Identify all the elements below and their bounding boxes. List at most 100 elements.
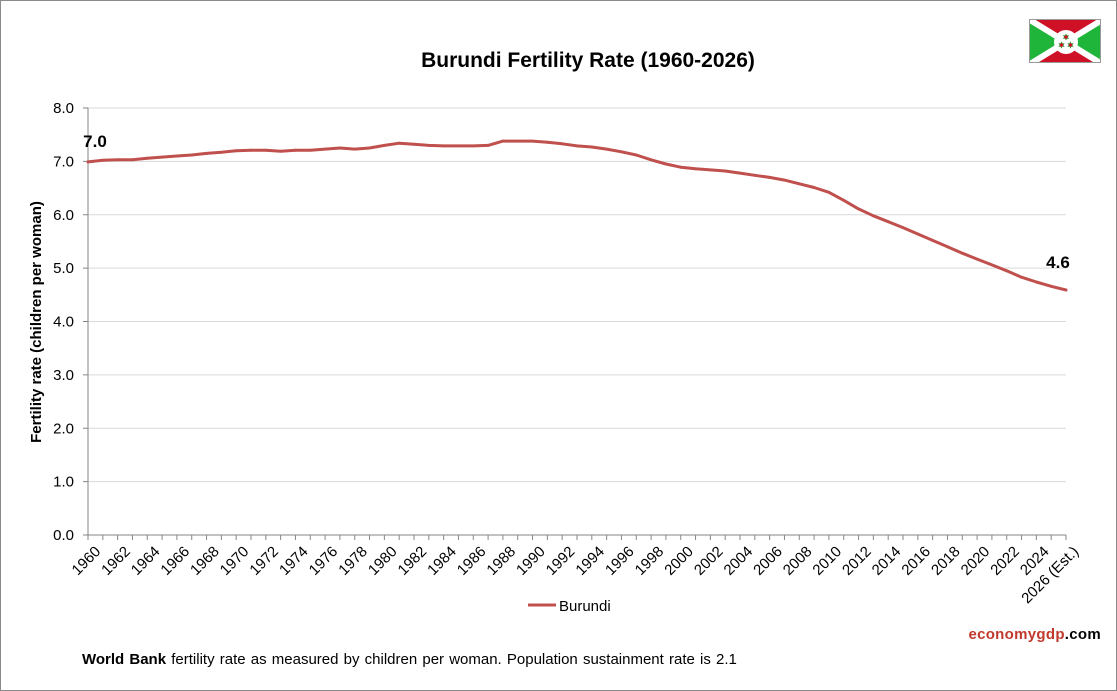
brand-watermark: economygdp.com bbox=[968, 626, 1101, 643]
data-point bbox=[383, 144, 386, 147]
data-point bbox=[205, 152, 208, 155]
data-point bbox=[634, 153, 638, 157]
data-point bbox=[86, 160, 90, 164]
annotations: 7.0 4.6 bbox=[83, 132, 1070, 272]
y-tick-label: 1.0 bbox=[53, 474, 74, 491]
x-tick-label: 2012 bbox=[839, 543, 875, 579]
brand-part-com: .com bbox=[1064, 626, 1101, 643]
data-point bbox=[620, 150, 623, 154]
series-layer bbox=[86, 139, 1068, 292]
data-point bbox=[590, 145, 594, 149]
data-point bbox=[249, 148, 253, 152]
data-point bbox=[412, 142, 416, 146]
data-point bbox=[560, 142, 564, 146]
data-point bbox=[471, 144, 475, 148]
data-point bbox=[338, 146, 342, 150]
data-point bbox=[294, 148, 297, 152]
footnote-text: fertility rate as measured by children p… bbox=[166, 651, 737, 668]
x-tick-label: 2018 bbox=[928, 543, 964, 579]
flag-star bbox=[1058, 41, 1065, 49]
data-point bbox=[397, 141, 401, 145]
data-point bbox=[546, 140, 549, 144]
y-tick-label: 7.0 bbox=[53, 153, 74, 170]
x-tick-label: 1974 bbox=[276, 543, 312, 579]
data-point bbox=[427, 144, 431, 147]
data-point bbox=[131, 158, 134, 162]
data-point bbox=[264, 148, 268, 152]
data-point bbox=[220, 150, 223, 154]
source-footnote: World Bank fertility rate as measured by… bbox=[82, 651, 737, 668]
x-tick-label: 1960 bbox=[69, 543, 105, 579]
data-point bbox=[353, 147, 357, 151]
y-tick-label: 3.0 bbox=[53, 367, 74, 384]
x-tick-label: 2002 bbox=[691, 543, 727, 579]
data-point bbox=[1005, 269, 1009, 273]
data-point bbox=[990, 263, 994, 267]
gridlines bbox=[88, 107, 1066, 483]
x-tick-label: 1994 bbox=[572, 543, 608, 579]
data-point bbox=[160, 155, 164, 159]
y-tick-label: 5.0 bbox=[53, 260, 74, 277]
x-tick-label: 2014 bbox=[869, 543, 905, 579]
data-point bbox=[323, 147, 327, 151]
y-tick-label: 2.0 bbox=[53, 420, 74, 437]
footnote-source: World Bank bbox=[82, 651, 167, 668]
data-point bbox=[946, 245, 949, 249]
data-point bbox=[442, 144, 445, 148]
flag-star bbox=[1067, 41, 1074, 49]
data-point bbox=[709, 168, 712, 172]
data-point bbox=[1064, 288, 1068, 292]
data-point bbox=[931, 239, 934, 242]
data-point bbox=[797, 182, 801, 186]
data-point bbox=[872, 214, 875, 218]
x-tick-label: 1980 bbox=[365, 543, 401, 579]
data-point bbox=[501, 139, 505, 143]
x-tick-label: 1962 bbox=[98, 543, 134, 579]
data-point bbox=[279, 149, 282, 153]
data-point bbox=[368, 146, 371, 150]
data-point bbox=[1020, 275, 1023, 279]
data-point bbox=[116, 158, 119, 162]
legend: Burundi bbox=[528, 598, 611, 615]
flag-star bbox=[1062, 33, 1070, 41]
data-point bbox=[234, 149, 238, 153]
data-point bbox=[886, 220, 890, 224]
x-tick-label: 2020 bbox=[958, 543, 994, 579]
y-axis-title: Fertility rate (children per woman) bbox=[28, 201, 45, 443]
end-value-label: 4.6 bbox=[1046, 253, 1070, 272]
data-point bbox=[605, 147, 608, 151]
x-tick-label: 2006 bbox=[750, 543, 786, 579]
data-point bbox=[516, 139, 520, 143]
x-tick-label: 1970 bbox=[217, 543, 253, 579]
data-point bbox=[901, 226, 905, 230]
x-tick-label: 2016 bbox=[898, 543, 934, 579]
x-tick-label: 2022 bbox=[987, 543, 1023, 579]
data-point bbox=[308, 148, 312, 152]
data-point bbox=[190, 153, 194, 157]
data-point bbox=[1035, 280, 1038, 284]
axes bbox=[83, 107, 1067, 540]
x-tick-label: 1996 bbox=[602, 543, 638, 579]
data-point bbox=[827, 190, 831, 194]
x-tick-label: 1984 bbox=[424, 543, 460, 579]
data-point bbox=[975, 257, 979, 261]
data-point bbox=[753, 173, 757, 177]
y-tick-label: 4.0 bbox=[53, 314, 74, 331]
data-point bbox=[457, 144, 460, 148]
x-tick-label: 2010 bbox=[809, 543, 845, 579]
burundi-flag-icon bbox=[1029, 19, 1101, 63]
x-tick-label: 1968 bbox=[187, 543, 223, 579]
data-point bbox=[694, 167, 697, 171]
x-tick-label: 2004 bbox=[721, 543, 757, 579]
data-point bbox=[575, 144, 579, 148]
data-point bbox=[664, 162, 668, 166]
data-point bbox=[783, 178, 786, 182]
y-tick-label: 8.0 bbox=[53, 100, 74, 117]
data-point bbox=[175, 154, 179, 158]
data-point bbox=[916, 232, 920, 236]
start-value-label: 7.0 bbox=[83, 132, 107, 151]
data-point bbox=[1049, 284, 1053, 288]
x-tick-label: 2008 bbox=[780, 543, 816, 579]
data-point bbox=[842, 198, 846, 202]
